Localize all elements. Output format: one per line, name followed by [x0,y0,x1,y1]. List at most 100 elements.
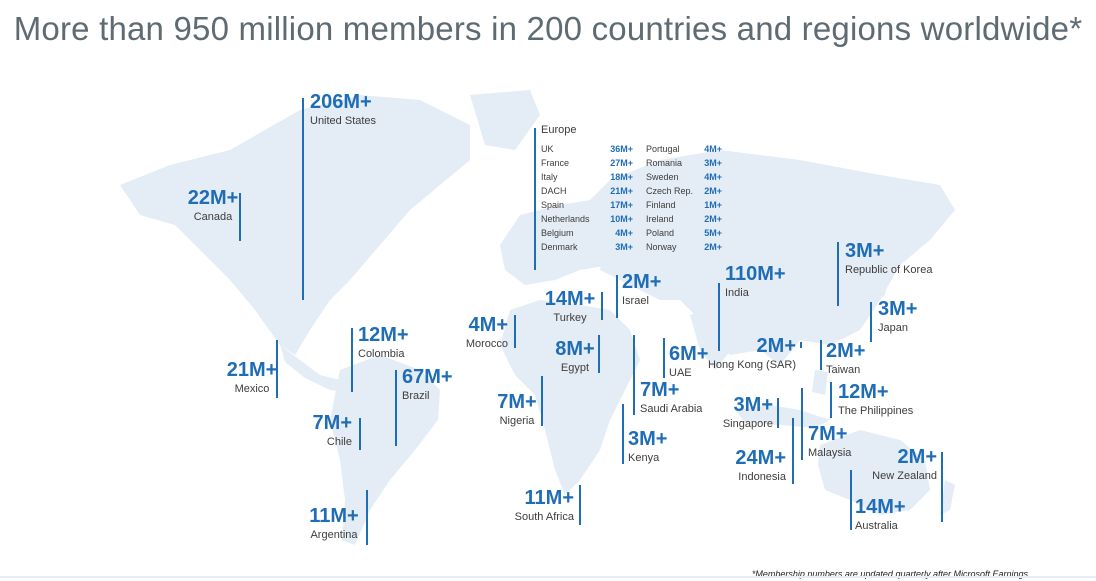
stat-country: Mexico [234,383,270,395]
stat-value: 206M+ [310,91,372,113]
eu-country: UK [541,144,554,154]
stat-value: 11M+ [309,505,359,527]
philippines-shape [812,370,828,395]
eu-value: 10M+ [610,214,633,224]
stat-canada: 22M+ Canada [175,188,251,224]
stat-value: 14M+ [544,288,596,310]
taiwan-pointer-line [820,340,822,370]
eu-value: 21M+ [610,186,633,196]
africa-shape [500,300,640,495]
footnote: *Membership numbers are updated quarterl… [751,569,1028,579]
stat-country: Japan [878,322,908,334]
stat-israel: 2M+ Israel [622,272,661,308]
eu-value: 17M+ [610,200,633,210]
stat-country: UAE [669,367,692,379]
hong-kong-pointer-line [800,342,802,348]
us-pointer-line [302,98,304,300]
stat-value: 14M+ [855,496,906,518]
eu-country: Spain [541,200,565,210]
eu-country: Poland [646,228,675,238]
morocco-pointer-line [514,315,516,348]
indonesia-shape [735,405,830,428]
stat-country: Singapore [722,418,773,430]
europe-title: Europe [541,124,577,136]
stat-saudi-arabia: 7M+ Saudi Arabia [640,380,702,416]
eu-country: Portugal [646,144,680,154]
stat-korea: 3M+ Republic of Korea [845,241,932,277]
kenya-pointer-line [622,404,624,464]
stat-country: Morocco [465,338,508,350]
stat-country: Malaysia [808,447,852,459]
stat-value: 7M+ [497,391,537,413]
egypt-pointer-line [598,335,600,373]
stat-value: 7M+ [640,379,680,401]
korea-pointer-line [837,242,839,306]
japan-pointer-line [870,302,872,342]
stat-value: 11M+ [524,487,574,509]
chile-pointer-line [359,418,361,450]
stat-country: Kenya [628,452,660,464]
singapore-pointer-line [777,398,779,428]
eu-country: Czech Rep. [646,186,694,196]
eu-country: Finland [646,200,676,210]
stat-colombia: 12M+ Colombia [358,325,409,361]
stat-south-africa: 11M+ South Africa [496,488,574,524]
stat-value: 24M+ [735,447,786,469]
stat-uae: 6M+ UAE [669,344,708,380]
stat-new-zealand: 2M+ New Zealand [860,447,937,483]
stat-country: India [725,287,749,299]
stat-value: 2M+ [756,335,796,357]
eu-country: Norway [646,242,677,252]
stat-value: 2M+ [897,446,937,468]
bottom-divider [0,576,1096,578]
stat-value: 8M+ [555,338,595,360]
north-america-shape [120,95,470,355]
stat-country: Indonesia [738,471,786,483]
stat-value: 7M+ [808,423,848,445]
stat-country: Canada [193,211,233,223]
eu-country: Netherlands [541,214,590,224]
australia-pointer-line [850,470,852,530]
stat-turkey: 14M+ Turkey [536,289,604,325]
stat-country: Nigeria [499,415,535,427]
stat-country: United States [310,115,377,127]
stat-country: Hong Kong (SAR) [707,359,796,371]
eu-value: 2M+ [704,242,722,252]
australia-shape [818,430,930,515]
stat-country: Israel [622,295,649,307]
eu-value: 5M+ [704,228,722,238]
eu-value: 2M+ [704,186,722,196]
eu-country: France [541,158,570,168]
stat-brazil: 67M+ Brazil [402,367,453,403]
indonesia-pointer-line [792,418,794,484]
malaysia-pointer-line [801,388,803,460]
eu-value: 4M+ [704,172,722,182]
stat-indonesia: 24M+ Indonesia [718,448,786,484]
eu-country: Ireland [646,214,674,224]
stat-value: 3M+ [878,298,918,320]
eu-value: 4M+ [615,228,633,238]
stat-country: Egypt [560,362,590,374]
stat-chile: 7M+ Chile [290,413,352,449]
brazil-pointer-line [395,370,397,446]
stat-united-states: 206M+ United States [310,92,376,128]
stat-morocco: 4M+ Morocco [440,315,508,351]
philippines-pointer-line [830,382,832,418]
eu-value: 36M+ [610,144,633,154]
south-africa-pointer-line [579,485,581,525]
stat-argentina: 11M+ Argentina [300,506,368,542]
india-pointer-line [718,283,720,351]
stat-value: 12M+ [358,324,409,346]
stat-country: Chile [326,436,352,448]
stat-country: Colombia [358,348,405,360]
eu-country: Denmark [541,242,578,252]
stat-japan: 3M+ Japan [878,299,917,335]
eu-country: Italy [541,172,558,182]
stat-kenya: 3M+ Kenya [628,429,667,465]
stat-country: The Philippines [838,405,914,417]
nigeria-pointer-line [541,376,543,426]
stat-value: 2M+ [622,271,662,293]
eu-country: Belgium [541,228,574,238]
stat-hong-kong: 2M+ Hong Kong (SAR) [700,336,796,372]
